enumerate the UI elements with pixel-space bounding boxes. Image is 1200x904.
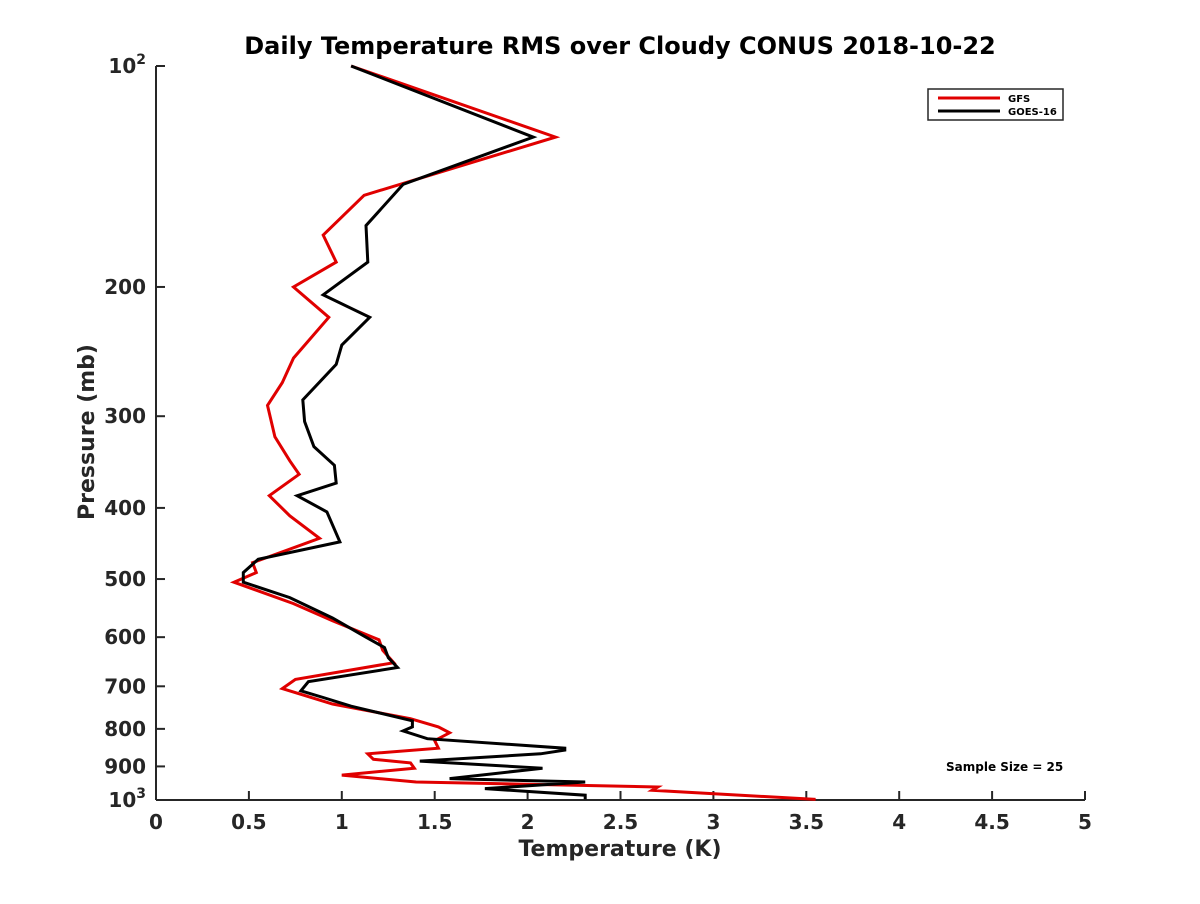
series-line-goes-16 xyxy=(241,64,587,800)
legend-box xyxy=(927,88,1064,121)
x-tick-label: 0.5 xyxy=(231,810,266,834)
legend-label: GFS xyxy=(1008,94,1030,105)
x-tick-label: 2.5 xyxy=(603,810,638,834)
sample-size-annotation: Sample Size = 25 xyxy=(946,760,1063,774)
y-tick-label: 600 xyxy=(104,625,146,649)
x-tick-label: 3.5 xyxy=(789,810,824,834)
y-tick-label: 500 xyxy=(104,567,146,591)
y-tick-label: 102 xyxy=(108,52,146,78)
annotations: Sample Size = 25 xyxy=(946,760,1063,774)
x-tick-label: 1 xyxy=(335,810,349,834)
x-tick-label: 2 xyxy=(521,810,535,834)
series-group xyxy=(229,64,816,801)
x-tick-label: 0 xyxy=(149,810,163,834)
x-tick-label: 3 xyxy=(706,810,720,834)
y-tick-label: 900 xyxy=(104,754,146,778)
x-tick-label: 1.5 xyxy=(417,810,452,834)
legend: GFS GOES-16 xyxy=(927,88,1064,121)
x-tick-label: 4.5 xyxy=(974,810,1009,834)
y-tick-label: 700 xyxy=(104,674,146,698)
y-tick-label: 200 xyxy=(104,275,146,299)
y-tick-label: 800 xyxy=(104,717,146,741)
y-axis-label: Pressure (mb) xyxy=(75,344,100,520)
series-line-gfs xyxy=(229,64,816,801)
x-tick-label: 5 xyxy=(1078,810,1092,834)
y-tick-label: 400 xyxy=(104,496,146,520)
x-axis-label: Temperature (K) xyxy=(518,837,721,862)
chart-title: Daily Temperature RMS over Cloudy CONUS … xyxy=(244,32,996,60)
y-tick-label: 103 xyxy=(108,786,146,812)
y-tick-label: 300 xyxy=(104,404,146,428)
x-tick-label: 4 xyxy=(892,810,906,834)
axes: 0 0.5 1 1.5 2 2.5 3 3.5 4 4.5 5 102 200 300 400 500 600 7… xyxy=(104,52,1092,834)
legend-label: GOES-16 xyxy=(1008,107,1057,118)
